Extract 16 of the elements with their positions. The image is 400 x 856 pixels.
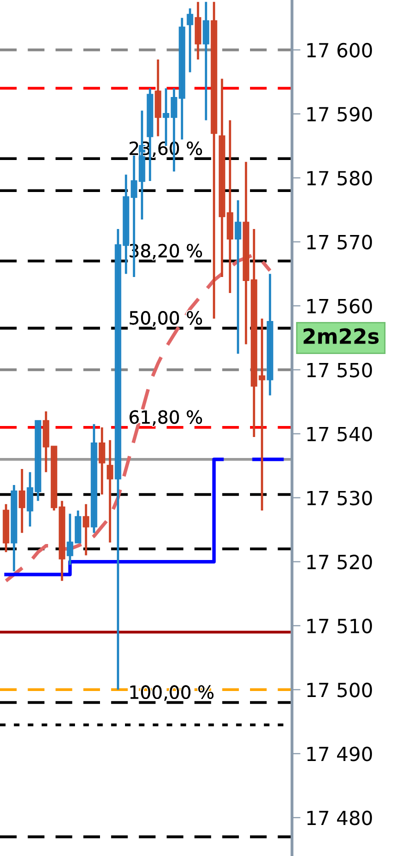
y-tick-label: 17 600 [307, 42, 372, 58]
y-tick-label: 17 480 [307, 810, 372, 826]
y-tick-label: 17 510 [307, 618, 372, 634]
y-tick-label: 17 580 [307, 170, 372, 186]
y-tick-label: 17 520 [307, 554, 372, 570]
y-tick-label: 17 550 [307, 362, 372, 378]
annotation: 50,00 % [130, 311, 202, 327]
y-tick-label: 17 540 [307, 426, 372, 442]
y-tick-label: 17 590 [307, 106, 372, 122]
y-tick-label: 17 500 [307, 682, 372, 698]
y-tick-label: 17 570 [307, 234, 372, 250]
text: 2m22s [304, 328, 379, 344]
y-tick-label: 17 530 [307, 490, 372, 506]
annotation: 61,80 % [130, 410, 202, 426]
y-tick-label: 17 490 [307, 746, 372, 762]
y-tick-label: 17 560 [307, 298, 372, 314]
